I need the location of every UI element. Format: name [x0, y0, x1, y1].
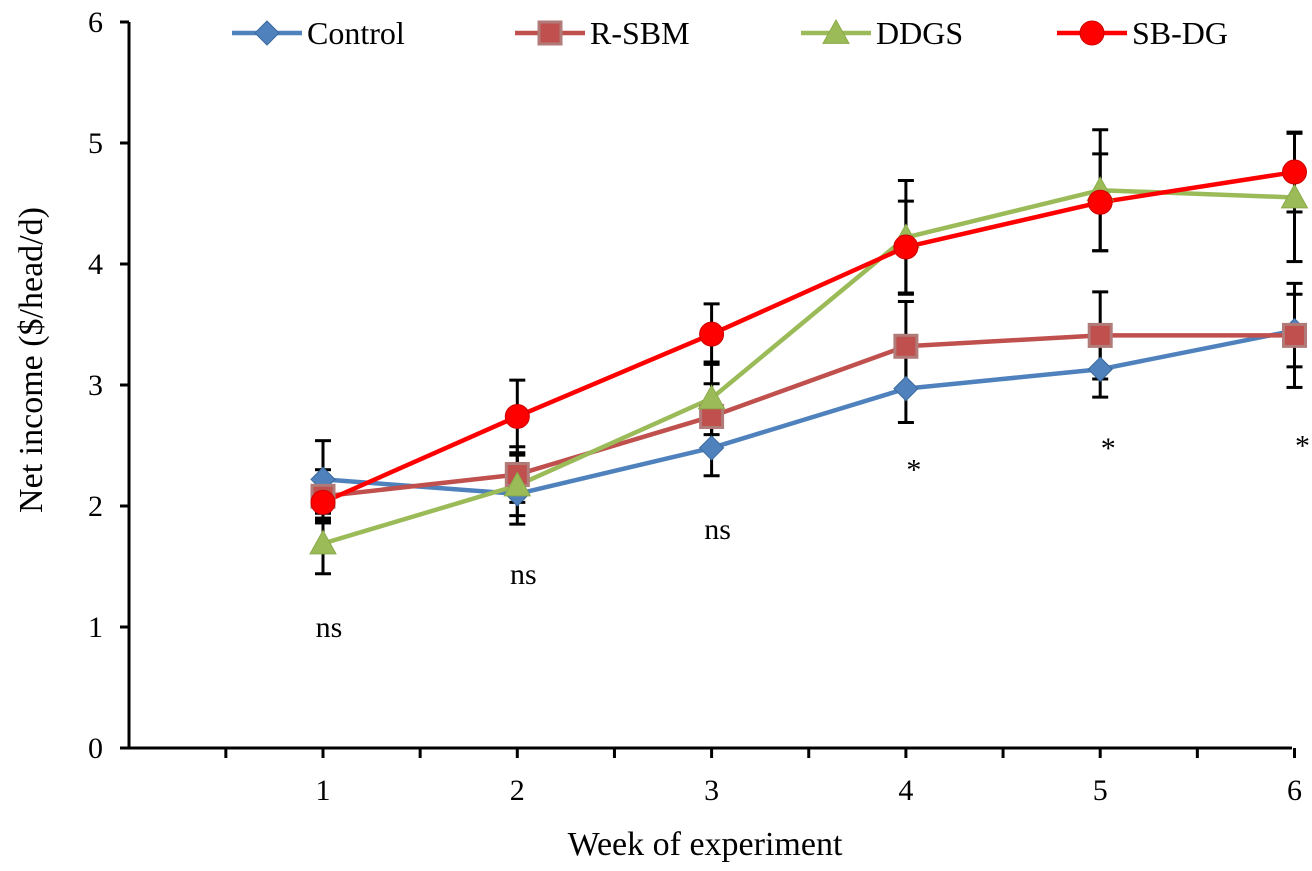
data-point-sb-dg	[699, 321, 725, 347]
series-line-control	[322, 328, 1295, 497]
data-point-ddgs	[503, 471, 532, 497]
legend: Control R-SBM DDGS SB-DG	[232, 15, 1228, 51]
legend-item-control: Control	[232, 15, 405, 51]
legend-marker	[1079, 20, 1105, 46]
y-tick-label: 4	[88, 248, 103, 281]
significance-label: ns	[704, 513, 731, 546]
y-tick-label: 1	[88, 611, 103, 644]
x-tick-label: 1	[316, 774, 331, 807]
x-ticks: 1 2 3 4 5 6	[224, 748, 1302, 807]
axes	[127, 22, 1292, 750]
data-point-control	[698, 435, 725, 461]
data-point-sb-dg	[310, 489, 336, 515]
series-line-ddgs	[322, 187, 1295, 546]
legend-label: R-SBM	[590, 15, 690, 51]
data-point-r-sbm	[1282, 322, 1307, 348]
error-bars	[315, 128, 1303, 576]
significance-label: *	[1101, 432, 1116, 465]
y-tick-label: 5	[88, 127, 103, 160]
legend-item-sb-dg: SB-DG	[1057, 15, 1228, 51]
series-line-sb-dg	[322, 169, 1295, 505]
legend-item-ddgs: DDGS	[801, 15, 963, 51]
y-ticks: 0 1 2 3 4 5 6	[88, 6, 129, 765]
y-tick-label: 6	[88, 6, 103, 39]
significance-label: *	[1295, 430, 1310, 463]
legend-item-r-sbm: R-SBM	[515, 15, 690, 51]
x-tick-label: 2	[510, 774, 525, 807]
significance-label: *	[906, 454, 921, 487]
data-point-sb-dg	[1282, 159, 1307, 185]
legend-marker	[254, 20, 280, 46]
data-point-control	[1087, 356, 1113, 382]
data-point-sb-dg	[1087, 189, 1113, 215]
x-tick-label: 5	[1093, 774, 1108, 807]
legend-label: Control	[307, 15, 405, 51]
data-point-r-sbm	[1087, 322, 1113, 348]
data-point-control	[893, 375, 919, 402]
legend-label: SB-DG	[1132, 15, 1228, 51]
x-axis-title: Week of experiment	[568, 826, 843, 863]
data-point-r-sbm	[893, 333, 919, 359]
significance-label: ns	[316, 611, 343, 644]
legend-marker	[822, 18, 850, 44]
series-lines	[322, 169, 1295, 546]
data-point-ddgs	[309, 529, 337, 555]
x-tick-label: 3	[704, 774, 719, 807]
significance-label: ns	[510, 558, 537, 591]
data-point-ddgs	[1280, 183, 1309, 209]
data-point-sb-dg	[893, 234, 919, 260]
y-tick-label: 2	[88, 490, 103, 523]
y-tick-label: 0	[88, 732, 103, 765]
y-tick-label: 3	[88, 369, 103, 402]
data-point-sb-dg	[504, 403, 530, 429]
significance-annotations: ns ns ns * * *	[316, 430, 1310, 645]
legend-label: DDGS	[876, 15, 963, 51]
data-markers	[309, 159, 1309, 555]
x-tick-label: 6	[1287, 774, 1302, 807]
legend-marker	[537, 20, 563, 46]
x-tick-label: 4	[898, 774, 913, 807]
data-point-ddgs	[697, 384, 726, 410]
y-axis-title: Net income ($/head/d)	[13, 207, 50, 513]
series-line-r-sbm	[322, 333, 1295, 499]
